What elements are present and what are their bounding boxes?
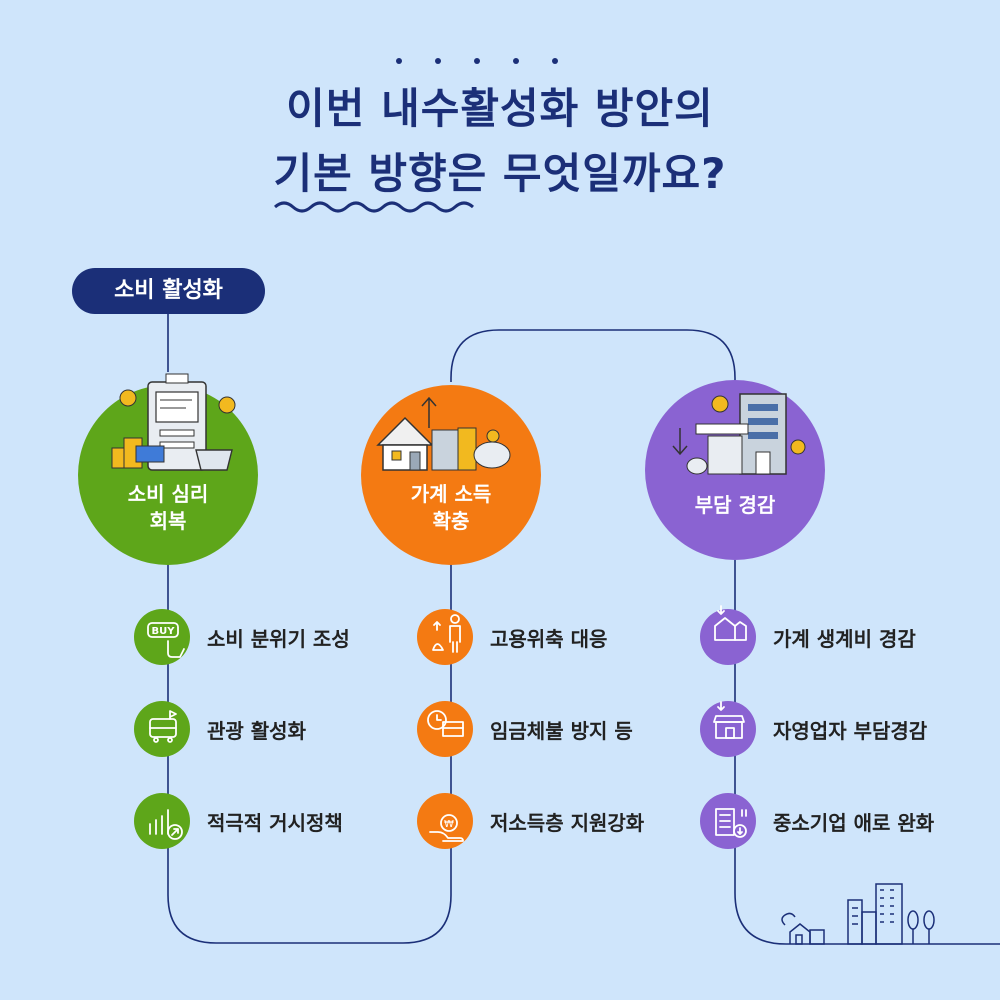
item-label: 저소득층 지원강화 bbox=[490, 811, 645, 835]
emphasis-dot bbox=[396, 58, 402, 64]
title-line-1: 이번 내수활성화 방안의 bbox=[286, 84, 714, 133]
item-label: 관광 활성화 bbox=[207, 719, 306, 743]
svg-text:₩: ₩ bbox=[444, 819, 454, 830]
circle-label-line1: 소비 심리 bbox=[127, 482, 209, 506]
tour-bus-icon bbox=[134, 701, 190, 757]
title-line-2: 기본 방향은 무엇일까요? bbox=[273, 149, 727, 198]
house-illustration bbox=[376, 396, 511, 471]
emphasis-dot bbox=[552, 58, 558, 64]
category-badge: 소비 활성화 bbox=[72, 268, 265, 314]
item-label: 임금체불 방지 등 bbox=[490, 719, 633, 743]
emphasis-dot bbox=[474, 58, 480, 64]
emphasis-dot bbox=[513, 58, 519, 64]
worker-icon bbox=[417, 609, 473, 665]
circle-label-line2: 회복 bbox=[149, 509, 187, 533]
kiosk-illustration bbox=[111, 373, 236, 471]
shop-down-icon bbox=[700, 701, 756, 757]
circle-label-line2: 확충 bbox=[432, 509, 470, 533]
emphasis-dot bbox=[435, 58, 441, 64]
svg-text:BUY: BUY bbox=[152, 626, 176, 637]
item-label: 가계 생계비 경감 bbox=[773, 627, 916, 651]
circle-label-line1: 가계 소득 bbox=[410, 482, 492, 506]
item-label: 적극적 거시정책 bbox=[207, 811, 343, 835]
item-label: 중소기업 애로 완화 bbox=[773, 811, 935, 835]
buildings-illustration bbox=[672, 393, 806, 475]
circle-consumer-sentiment: 소비 심리 회복 bbox=[78, 385, 258, 565]
item-label: 자영업자 부담경감 bbox=[773, 719, 928, 743]
item-label: 고용위축 대응 bbox=[490, 627, 608, 651]
circle-label-line1: 부담 경감 bbox=[694, 493, 776, 517]
circle-household-income: 가계 소득 확충 bbox=[361, 385, 541, 565]
item-label: 소비 분위기 조성 bbox=[207, 627, 350, 651]
